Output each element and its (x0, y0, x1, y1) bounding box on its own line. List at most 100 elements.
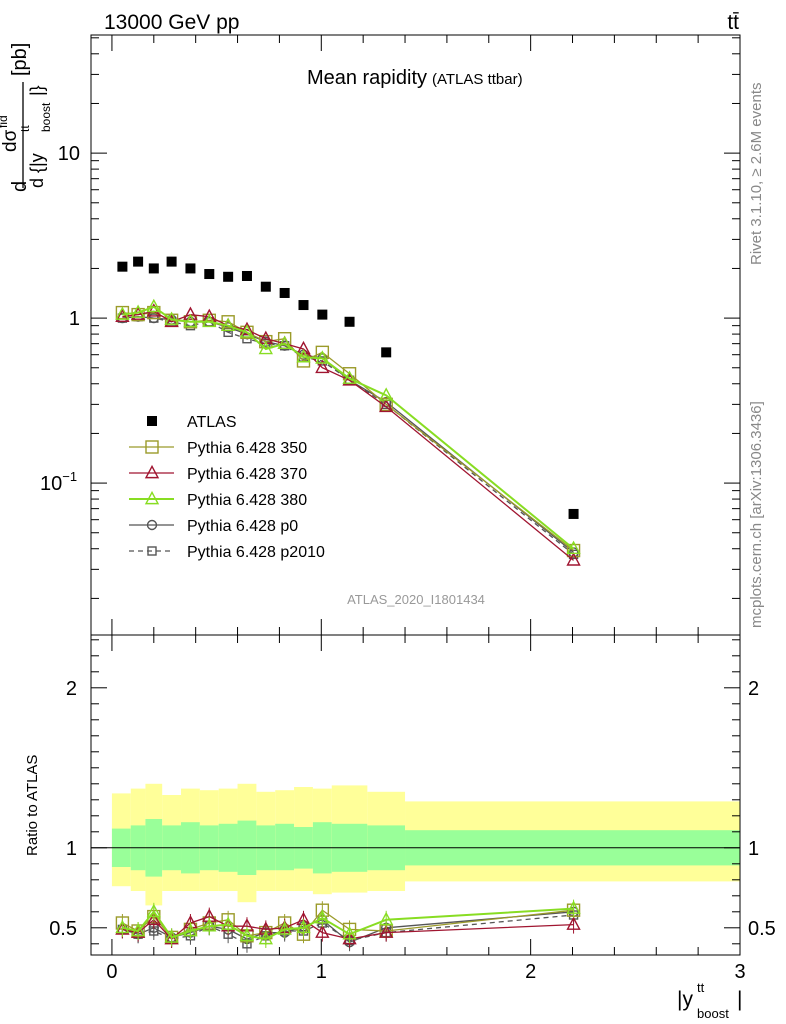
data-point-pythia-6-428-380 (115, 306, 130, 320)
svg-text:|: | (737, 988, 742, 1011)
ratio-point-pythia-6-428-380 (342, 926, 357, 940)
ratio-y-tick-label-right: 2 (748, 678, 759, 700)
data-point-pythia-6-428-350 (566, 543, 581, 558)
data-point-atlas (381, 347, 392, 358)
ratio-point-pythia-6-428-370 (379, 924, 394, 938)
svg-text:tt: tt (697, 980, 705, 995)
data-point-pythia-6-428-380 (258, 340, 273, 355)
beam-label: 13000 GeV pp (104, 11, 239, 34)
ratio-point-pythia-6-428-380 (379, 911, 394, 926)
data-point-atlas (279, 287, 290, 298)
y-tick-label-1: 1 (69, 308, 80, 330)
data-point-atlas (241, 270, 252, 281)
data-point-atlas (223, 271, 234, 282)
series-pythia-6-428-380 (115, 298, 581, 555)
data-point-pythia-6-428-380 (277, 335, 292, 349)
data-point-atlas (185, 263, 196, 274)
series-line-pythia-6-428-350 (122, 311, 574, 552)
analysis-id-label: ATLAS_2020_I1801434 (347, 592, 485, 607)
legend-label: Pythia 6.428 380 (187, 492, 307, 509)
legend-entry-pythia-6-428-p2010: Pythia 6.428 p2010 (129, 544, 325, 561)
data-point-pythia-6-428-380 (130, 304, 146, 318)
svg-text:fid: fid (0, 115, 10, 128)
uncertainty-band-stat (275, 823, 295, 871)
ratio-series-pythia-6-428-380 (115, 899, 581, 948)
svg-text:tt: tt (18, 125, 32, 132)
ratio-point-pythia-6-428-370 (342, 930, 357, 945)
data-point-atlas (148, 263, 159, 274)
main-series-group (115, 256, 581, 566)
data-point-pythia-6-428-370 (115, 308, 130, 323)
x-tick-label: 0 (106, 961, 117, 983)
ratio-point-pythia-6-428-370 (566, 916, 581, 930)
ratio-point-pythia-6-428-380 (115, 919, 130, 934)
legend-entry-pythia-6-428-350: Pythia 6.428 350 (129, 440, 307, 457)
data-point-pythia-6-428-370 (315, 359, 330, 374)
data-point-pythia-6-428-380 (220, 317, 236, 331)
svg-text:boost: boost (39, 102, 53, 132)
legend-entry-pythia-6-428-p0: Pythia 6.428 p0 (129, 518, 298, 535)
ratio-series-group (115, 899, 581, 953)
svg-text:boost: boost (697, 1006, 729, 1021)
ratio-bands (91, 783, 740, 906)
legend-marker (147, 546, 157, 556)
mcplots-label: mcplots.cern.ch [arXiv:1306.3436] (748, 401, 765, 628)
chart-title: Mean rapidity (307, 67, 427, 89)
ratio-y-tick-label-left: 2 (66, 678, 77, 700)
legend-label: Pythia 6.428 p0 (187, 518, 298, 535)
legend-entry-atlas: ATLAS (147, 414, 237, 431)
ratio-point-pythia-6-428-380 (183, 922, 198, 937)
data-point-pythia-6-428-380 (566, 540, 581, 555)
x-tick-label: 1 (316, 961, 327, 983)
svg-text:|y: |y (677, 988, 693, 1011)
legend-label: Pythia 6.428 p2010 (187, 544, 325, 561)
data-point-atlas (317, 309, 328, 320)
ratio-point-pythia-6-428-370 (315, 924, 330, 938)
legend-entry-pythia-6-428-380: Pythia 6.428 380 (129, 490, 307, 509)
data-point-pythia-6-428-380 (202, 313, 217, 328)
data-point-pythia-6-428-350 (379, 397, 393, 412)
ratio-point-pythia-6-428-380 (239, 927, 255, 942)
y-tick-label-0.1: 10−1 (40, 469, 77, 495)
legend-marker (146, 519, 158, 531)
data-point-atlas (166, 256, 177, 267)
ratio-y-axis-label: Ratio to ATLAS (24, 755, 41, 856)
svg-text:|}: |} (27, 85, 47, 96)
data-point-pythia-6-428-380 (379, 387, 394, 401)
data-point-pythia-6-428-370 (239, 321, 255, 336)
series-atlas (117, 256, 579, 519)
data-point-pythia-6-428-380 (146, 298, 161, 313)
legend-marker (147, 416, 157, 426)
ratio-point-pythia-6-428-380 (130, 922, 146, 937)
process-label: tt̄ (727, 11, 739, 34)
data-point-atlas (260, 281, 271, 292)
data-point-atlas (204, 269, 215, 280)
legend-marker (144, 464, 160, 479)
svg-text:dσ: dσ (0, 129, 21, 152)
legend-label: Pythia 6.428 350 (187, 440, 307, 457)
svg-text:d {|y: d {|y (27, 153, 47, 188)
ratio-y-tick-label-right: 0.5 (748, 918, 776, 940)
x-tick-label: 2 (525, 961, 536, 983)
ratio-point-pythia-6-428-380 (258, 930, 273, 945)
ratio-point-pythia-6-428-380 (220, 916, 236, 930)
data-point-pythia-6-428-370 (146, 303, 161, 317)
data-point-pythia-6-428-380 (315, 350, 330, 364)
ratio-point-pythia-6-428-380 (202, 918, 217, 932)
svg-text:d: d (9, 181, 31, 192)
data-point-pythia-6-428-370 (296, 340, 311, 355)
data-point-pythia-6-428-370 (183, 306, 198, 320)
x-axis-label: |y tt boost | (677, 980, 742, 1021)
legend: ATLAS Pythia 6.428 350 Pythia 6.428 370 Pyt… (129, 414, 325, 561)
data-point-atlas (117, 261, 128, 272)
series-pythia-6-428-350 (115, 305, 581, 558)
data-point-atlas (344, 316, 355, 327)
data-point-pythia-6-428-380 (164, 311, 179, 325)
ratio-y-tick-label-right: 1 (748, 838, 759, 860)
data-point-pythia-6-428-380 (183, 313, 198, 328)
legend-marker (145, 440, 159, 454)
y-tick-label-10: 10 (58, 143, 80, 165)
legend-entry-pythia-6-428-370: Pythia 6.428 370 (129, 464, 307, 483)
data-point-pythia-6-428-380 (296, 349, 311, 363)
